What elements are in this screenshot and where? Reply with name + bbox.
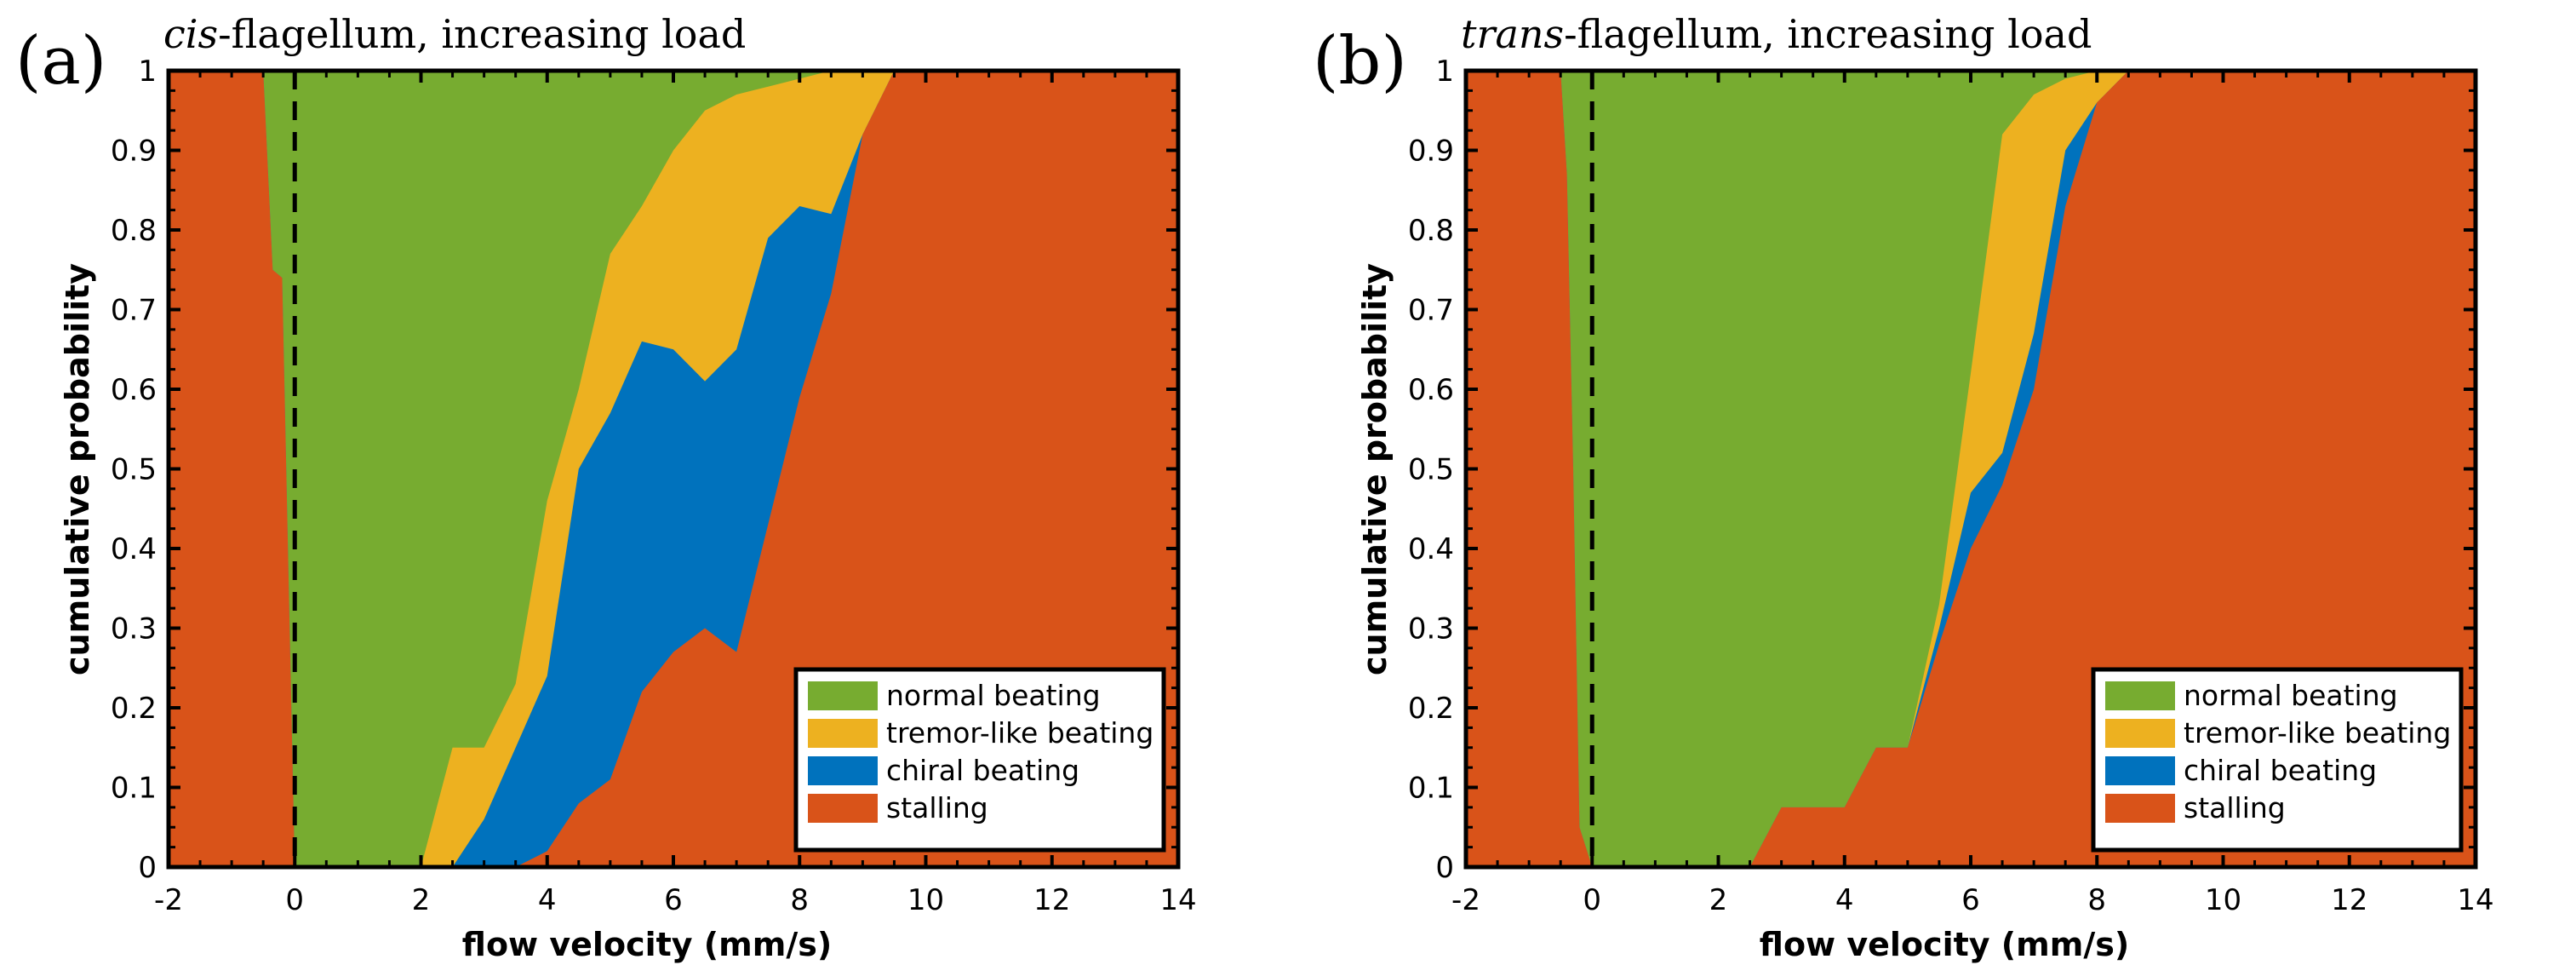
x-tick-label: 8 (2087, 883, 2106, 917)
legend-label-chiral: chiral beating (886, 754, 1079, 787)
y-tick-label: 0.3 (1408, 612, 1454, 646)
panel-label: (a) (15, 23, 106, 100)
x-tick-label: 4 (1835, 883, 1854, 917)
chart-title: cis-flagellum, increasing load (163, 11, 746, 57)
y-axis-label: cumulative probability (1356, 263, 1394, 675)
chart-title-rest: -flagellum, increasing load (1564, 11, 2092, 57)
y-tick-label: 0 (138, 851, 157, 885)
axes: -2 0 2 4 6 8 10 12 1400.10.20.30.40.50.60.70.80.… (1408, 55, 2494, 917)
y-tick-label: 0.1 (111, 772, 157, 806)
y-tick-label: 0.7 (111, 294, 157, 328)
y-tick-label: 0.1 (1408, 772, 1454, 806)
y-tick-label: 0.9 (1408, 135, 1454, 169)
y-tick-label: 0 (1435, 851, 1454, 885)
x-tick-label: 0 (285, 883, 304, 917)
y-tick-label: 0.4 (1408, 532, 1454, 566)
x-axis-label: flow velocity (mm/s) (462, 926, 832, 963)
legend-label-normal: normal beating (886, 679, 1101, 712)
y-tick-label: 0.3 (111, 612, 157, 646)
y-tick-label: 0.8 (1408, 214, 1454, 248)
legend-label-tremor: tremor-like beating (886, 716, 1153, 750)
x-tick-label: 2 (1709, 883, 1728, 917)
legend-swatch-tremor (2105, 719, 2175, 748)
legend-label-chiral: chiral beating (2184, 754, 2377, 787)
x-tick-label: 4 (538, 883, 557, 917)
y-tick-label: 1 (1435, 55, 1454, 89)
y-tick-label: 0.2 (111, 692, 157, 726)
legend-swatch-stalling (808, 794, 878, 823)
panel-b: (b) trans-flagellum, increasing load -2 0… (1313, 11, 2494, 963)
legend-swatch-stalling (2105, 794, 2175, 823)
x-tick-label: -2 (1451, 883, 1480, 917)
x-axis-label: flow velocity (mm/s) (1760, 926, 2129, 963)
y-tick-label: 0.7 (1408, 294, 1454, 328)
x-tick-label: 14 (2457, 883, 2493, 917)
legend-label-normal: normal beating (2184, 679, 2398, 712)
chart-title-italic: cis (163, 11, 218, 57)
y-tick-label: 0.6 (111, 373, 157, 407)
legend: normal beating tremor-like beating chiral … (793, 667, 1166, 853)
x-tick-label: 10 (2205, 883, 2241, 917)
x-tick-label: 10 (907, 883, 944, 917)
x-tick-label: 8 (790, 883, 809, 917)
x-tick-label: 6 (1961, 883, 1980, 917)
chart-title-rest: -flagellum, increasing load (218, 11, 746, 57)
y-tick-label: 1 (138, 55, 157, 89)
x-tick-label: 14 (1159, 883, 1196, 917)
legend-swatch-tremor (808, 719, 878, 748)
x-tick-label: -2 (154, 883, 183, 917)
legend-label-tremor: tremor-like beating (2184, 716, 2451, 750)
y-axis-label: cumulative probability (59, 263, 96, 675)
y-tick-label: 0.6 (1408, 373, 1454, 407)
y-tick-label: 0.5 (111, 453, 157, 487)
x-tick-label: 2 (412, 883, 431, 917)
x-tick-label: 12 (2331, 883, 2367, 917)
x-tick-label: 6 (664, 883, 683, 917)
y-tick-label: 0.8 (111, 214, 157, 248)
legend-label-stalling: stalling (2184, 791, 2286, 824)
legend: normal beating tremor-like beating chiral … (2091, 667, 2464, 853)
y-tick-label: 0.5 (1408, 453, 1454, 487)
chart-title-italic: trans (1461, 11, 1564, 57)
chart-title: trans-flagellum, increasing load (1461, 11, 2092, 57)
y-tick-label: 0.9 (111, 135, 157, 169)
legend-swatch-chiral (808, 756, 878, 785)
panel-a: (a) cis-flagellum, increasing load -2 0 2 4… (15, 11, 1197, 963)
x-tick-label: 12 (1033, 883, 1070, 917)
y-tick-label: 0.2 (1408, 692, 1454, 726)
panel-label: (b) (1313, 23, 1407, 100)
axes: -2 0 2 4 6 8 10 12 1400.10.20.30.40.50.60.70.80.… (111, 55, 1197, 917)
legend-swatch-normal (2105, 681, 2175, 710)
legend-swatch-normal (808, 681, 878, 710)
x-tick-label: 0 (1583, 883, 1601, 917)
legend-label-stalling: stalling (886, 791, 988, 824)
y-tick-label: 0.4 (111, 532, 157, 566)
legend-swatch-chiral (2105, 756, 2175, 785)
